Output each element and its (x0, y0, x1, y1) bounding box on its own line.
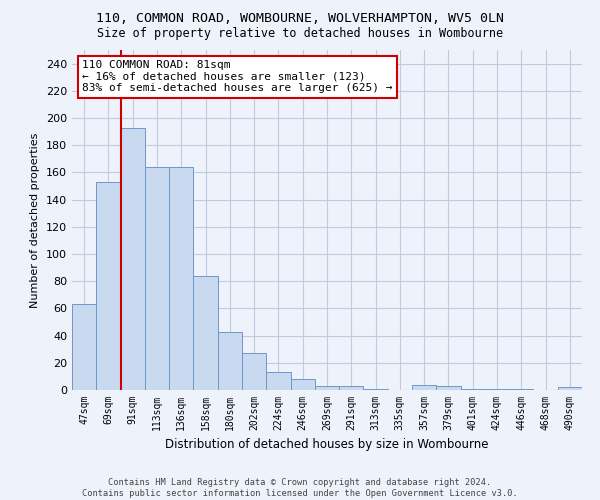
Bar (509, 388, 533, 390)
X-axis label: Distribution of detached houses by size in Wombourne: Distribution of detached houses by size … (165, 438, 489, 452)
Bar (339, 386, 364, 390)
Bar (558, 388, 582, 390)
Text: 110, COMMON ROAD, WOMBOURNE, WOLVERHAMPTON, WV5 0LN: 110, COMMON ROAD, WOMBOURNE, WOLVERHAMPT… (96, 12, 504, 26)
Bar (266, 372, 290, 390)
Bar (364, 388, 388, 390)
Bar (315, 386, 339, 390)
Bar (96, 182, 121, 390)
Bar (436, 386, 461, 390)
Bar (218, 332, 242, 390)
Bar (290, 379, 315, 390)
Bar (169, 167, 193, 390)
Bar (121, 128, 145, 390)
Bar (193, 276, 218, 390)
Bar (461, 388, 485, 390)
Bar (242, 354, 266, 390)
Text: 110 COMMON ROAD: 81sqm
← 16% of detached houses are smaller (123)
83% of semi-de: 110 COMMON ROAD: 81sqm ← 16% of detached… (82, 60, 392, 94)
Bar (72, 304, 96, 390)
Text: Size of property relative to detached houses in Wombourne: Size of property relative to detached ho… (97, 28, 503, 40)
Bar (485, 388, 509, 390)
Y-axis label: Number of detached properties: Number of detached properties (31, 132, 40, 308)
Bar (145, 167, 169, 390)
Bar (412, 384, 436, 390)
Text: Contains HM Land Registry data © Crown copyright and database right 2024.
Contai: Contains HM Land Registry data © Crown c… (82, 478, 518, 498)
